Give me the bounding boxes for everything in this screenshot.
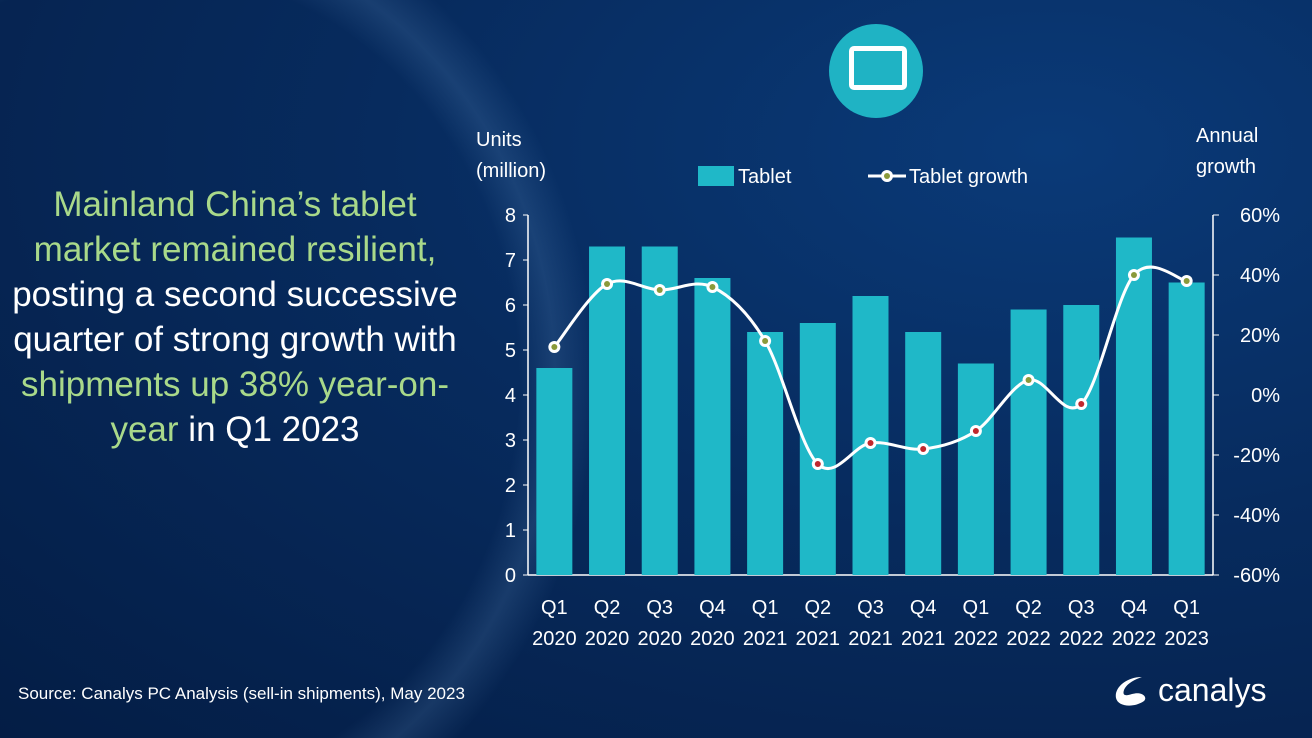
source-note: Source: Canalys PC Analysis (sell-in shi… — [18, 684, 465, 703]
x-tick-label-year: 2023 — [1164, 628, 1209, 650]
y2-tick-label: 60% — [1240, 205, 1280, 227]
x-tick-label-year: 2022 — [1059, 628, 1104, 650]
y-tick-label: 4 — [505, 385, 516, 407]
bar-tablet — [641, 246, 678, 575]
y-tick-label: 3 — [505, 430, 516, 452]
y2-tick-label: 40% — [1240, 265, 1280, 287]
legend-label-tablet: Tablet — [738, 166, 792, 188]
x-tick-label-quarter: Q1 — [541, 597, 568, 619]
bar-tablet — [799, 323, 836, 575]
x-tick-label-quarter: Q4 — [1121, 597, 1148, 619]
canalys-logo-text: canalys — [1158, 672, 1267, 708]
y2-tick-label: -40% — [1233, 505, 1280, 527]
legend-label-growth: Tablet growth — [909, 166, 1028, 188]
growth-point-dot — [1078, 401, 1085, 407]
growth-point-dot — [814, 461, 821, 467]
x-tick-label-quarter: Q4 — [910, 597, 937, 619]
x-tick-label-quarter: Q2 — [1015, 597, 1042, 619]
y2-tick-label: -20% — [1233, 445, 1280, 467]
y2-tick-label: 20% — [1240, 325, 1280, 347]
y-tick-label: 7 — [505, 250, 516, 272]
x-tick-label-quarter: Q3 — [857, 597, 884, 619]
bar-tablet — [957, 363, 994, 575]
x-tick-label-quarter: Q4 — [699, 597, 726, 619]
bar-tablet — [536, 368, 573, 575]
x-tick-label-year: 2021 — [796, 628, 841, 650]
headline-highlight-1: Mainland China’s tablet market remained … — [33, 185, 437, 269]
y-tick-label: 5 — [505, 340, 516, 362]
headline-text-1: posting a second successive quarter of s… — [12, 275, 458, 359]
y-axis-label: Units — [476, 129, 522, 151]
x-tick-label-quarter: Q1 — [752, 597, 779, 619]
canalys-logo: canalys — [1112, 672, 1267, 709]
x-tick-label-quarter: Q3 — [646, 597, 673, 619]
growth-point-dot — [656, 287, 663, 293]
x-tick-label-quarter: Q1 — [963, 597, 990, 619]
growth-point-dot — [604, 281, 611, 287]
headline-highlight-2: shipments up 38% year-on-year — [21, 365, 449, 449]
x-tick-label-year: 2020 — [690, 628, 735, 650]
bar-tablet — [694, 278, 731, 575]
x-tick-label-year: 2020 — [532, 628, 577, 650]
canalys-logo-icon — [1115, 676, 1146, 706]
growth-point-dot — [1130, 272, 1137, 278]
bar-tablet — [1010, 309, 1047, 575]
bar-tablet — [589, 246, 626, 575]
y-tick-label: 0 — [505, 565, 516, 587]
x-tick-label-quarter: Q3 — [1068, 597, 1095, 619]
bar-tablet — [747, 332, 784, 575]
x-tick-label-year: 2022 — [1006, 628, 1051, 650]
growth-point-dot — [762, 338, 769, 344]
y-tick-label: 6 — [505, 295, 516, 317]
x-tick-label-year: 2020 — [637, 628, 682, 650]
x-tick-label-quarter: Q2 — [804, 597, 831, 619]
bar-tablet — [1115, 237, 1152, 575]
tablet-icon — [829, 24, 923, 118]
growth-point-dot — [920, 446, 927, 452]
x-tick-label-year: 2021 — [743, 628, 788, 650]
growth-point-dot — [709, 284, 716, 290]
x-tick-label-year: 2022 — [954, 628, 999, 650]
bar-tablet — [1063, 305, 1100, 575]
x-tick-label-year: 2021 — [848, 628, 893, 650]
y2-tick-label: 0% — [1251, 385, 1280, 407]
y2-axis-label: Annual — [1196, 125, 1258, 147]
x-tick-label-year: 2022 — [1112, 628, 1157, 650]
headline: Mainland China’s tablet market remained … — [10, 182, 460, 452]
headline-text-2: in Q1 2023 — [178, 410, 360, 449]
legend-swatch-tablet — [698, 166, 734, 186]
x-tick-label-quarter: Q1 — [1173, 597, 1200, 619]
growth-point-dot — [1183, 278, 1190, 284]
y2-axis-label: growth — [1196, 156, 1256, 178]
y-axis-label: (million) — [476, 160, 546, 182]
bar-tablet — [1168, 282, 1205, 575]
x-tick-label-quarter: Q2 — [594, 597, 621, 619]
growth-point-dot — [1025, 377, 1032, 383]
y-tick-label: 8 — [505, 205, 516, 227]
bar-tablet — [852, 296, 889, 575]
legend-swatch-point-dot — [884, 173, 890, 179]
y2-tick-label: -60% — [1233, 565, 1280, 587]
y-tick-label: 1 — [505, 520, 516, 542]
y-tick-label: 2 — [505, 475, 516, 497]
x-tick-label-year: 2020 — [585, 628, 630, 650]
growth-point-dot — [867, 440, 874, 446]
x-tick-label-year: 2021 — [901, 628, 946, 650]
growth-point-dot — [972, 428, 979, 434]
growth-point-dot — [551, 344, 558, 350]
